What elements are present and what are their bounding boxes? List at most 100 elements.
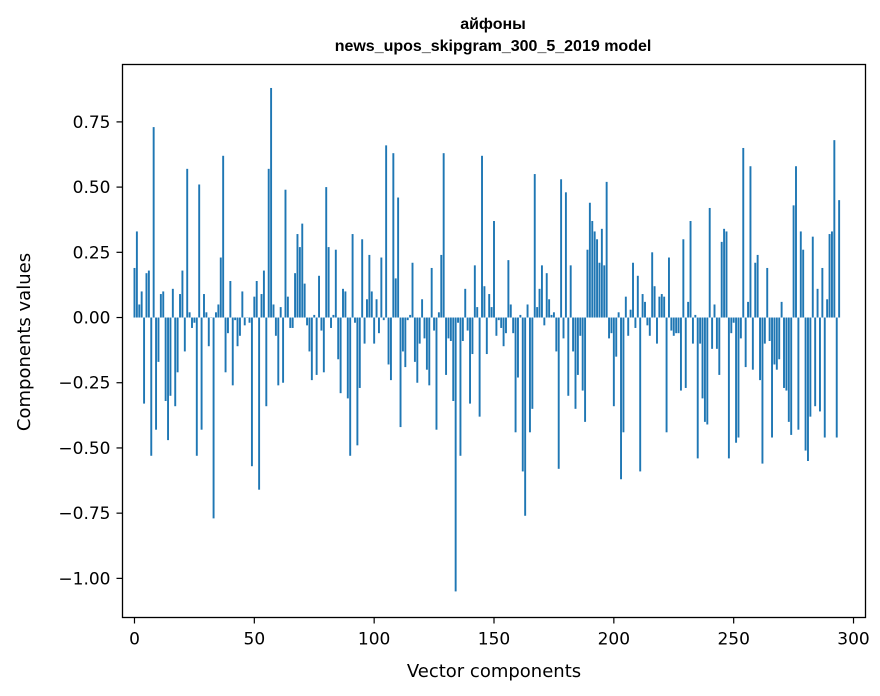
y-axis: −1.00 −0.75 −0.50 −0.25 0.00 0.25 0.50 0.75 bbox=[58, 113, 123, 589]
bar bbox=[787, 317, 790, 422]
bar bbox=[145, 273, 148, 318]
bar bbox=[497, 317, 500, 321]
bar bbox=[176, 317, 179, 373]
chart-subtitle: news_upos_skipgram_300_5_2019 model bbox=[335, 38, 652, 55]
bar bbox=[306, 317, 309, 326]
y-tick-label: 0.25 bbox=[73, 243, 111, 263]
bar bbox=[449, 317, 452, 341]
bar bbox=[425, 317, 428, 370]
bar bbox=[325, 187, 328, 318]
bar bbox=[476, 307, 479, 318]
bar bbox=[330, 317, 332, 328]
bar bbox=[253, 296, 256, 318]
bar bbox=[368, 254, 371, 318]
bar bbox=[138, 304, 141, 318]
bar bbox=[651, 252, 654, 318]
x-tick-label: 100 bbox=[358, 630, 390, 650]
bar bbox=[814, 317, 817, 407]
bar bbox=[135, 231, 138, 318]
bar bbox=[495, 317, 498, 336]
bar bbox=[337, 317, 340, 360]
bar bbox=[572, 317, 575, 352]
bar bbox=[274, 317, 277, 336]
bar bbox=[816, 288, 819, 318]
y-tick-label: −1.00 bbox=[58, 569, 110, 589]
bar bbox=[668, 257, 670, 318]
bar bbox=[648, 317, 651, 336]
bar bbox=[342, 288, 344, 318]
bar bbox=[291, 317, 294, 328]
bar bbox=[617, 312, 620, 318]
bar bbox=[694, 314, 697, 318]
bar bbox=[766, 267, 769, 318]
bar bbox=[162, 291, 165, 318]
bar bbox=[691, 317, 694, 344]
bar bbox=[380, 257, 383, 318]
bar bbox=[528, 317, 531, 433]
bar bbox=[298, 247, 301, 318]
bar bbox=[624, 296, 627, 318]
bar bbox=[167, 317, 169, 441]
bar bbox=[586, 249, 589, 318]
bar bbox=[387, 317, 390, 365]
bar bbox=[301, 223, 304, 318]
bar bbox=[260, 294, 263, 318]
y-tick-label: −0.50 bbox=[58, 439, 110, 459]
bar bbox=[588, 202, 591, 318]
bar bbox=[737, 317, 740, 438]
bar bbox=[296, 234, 299, 318]
bar bbox=[783, 317, 785, 388]
bar bbox=[502, 317, 505, 347]
bar bbox=[799, 231, 802, 318]
bar bbox=[286, 296, 289, 318]
bar bbox=[320, 317, 323, 331]
bar bbox=[457, 317, 460, 323]
bar bbox=[615, 317, 618, 357]
bar bbox=[485, 317, 488, 355]
bar bbox=[555, 317, 558, 352]
bar bbox=[349, 317, 352, 456]
bar bbox=[679, 317, 682, 391]
bar bbox=[823, 317, 826, 438]
bar bbox=[284, 189, 287, 318]
bar bbox=[538, 288, 541, 318]
bar bbox=[186, 168, 189, 318]
bar bbox=[620, 317, 622, 480]
bar bbox=[322, 317, 325, 373]
bar bbox=[579, 317, 582, 336]
bar bbox=[768, 317, 771, 341]
bar bbox=[505, 317, 507, 334]
bar bbox=[749, 166, 752, 318]
bar bbox=[512, 317, 515, 334]
bar bbox=[466, 317, 469, 331]
bar bbox=[473, 265, 476, 318]
bar bbox=[195, 317, 198, 456]
bar bbox=[672, 317, 675, 336]
bar bbox=[804, 317, 807, 451]
bar bbox=[730, 317, 733, 334]
bar bbox=[181, 270, 184, 318]
bar bbox=[663, 296, 666, 318]
bar bbox=[699, 317, 702, 344]
bar bbox=[416, 317, 419, 383]
bar bbox=[670, 317, 673, 331]
bar bbox=[778, 317, 781, 360]
bar bbox=[147, 270, 150, 318]
bar bbox=[267, 168, 270, 318]
bar bbox=[826, 299, 829, 318]
bar bbox=[696, 317, 699, 459]
bar bbox=[478, 317, 481, 417]
bar bbox=[639, 317, 642, 472]
bar bbox=[540, 265, 543, 318]
bar bbox=[339, 317, 342, 394]
bar bbox=[821, 267, 824, 318]
bar bbox=[809, 317, 812, 417]
bar bbox=[526, 304, 529, 318]
bar bbox=[576, 317, 579, 375]
bar bbox=[703, 317, 706, 422]
bar bbox=[277, 317, 280, 386]
bar bbox=[708, 207, 711, 318]
bar bbox=[701, 317, 704, 399]
bar bbox=[828, 234, 831, 318]
bar bbox=[159, 294, 162, 318]
